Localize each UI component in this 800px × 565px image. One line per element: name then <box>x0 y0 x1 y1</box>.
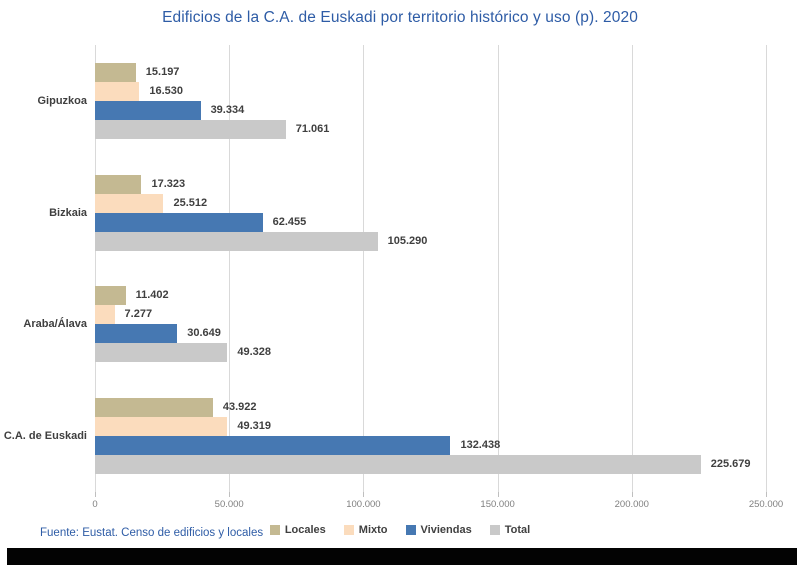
bar-group-3: 43.922 49.319 132.438 225.679 <box>95 398 766 474</box>
bar-viviendas-3 <box>95 436 451 455</box>
gridline <box>95 45 96 492</box>
bar-viviendas-0 <box>95 101 201 120</box>
category-label-3: C.A. de Euskadi <box>3 430 87 442</box>
bar-total-1 <box>95 232 378 251</box>
x-axis-tick <box>229 492 231 497</box>
bar-line: 49.319 <box>95 417 766 436</box>
value-label: 39.334 <box>210 104 245 116</box>
bar-line: 225.679 <box>95 455 766 474</box>
bar-line: 15.197 <box>95 63 766 82</box>
bottom-accent-bar <box>7 548 797 565</box>
legend: Locales Mixto Viviendas Total <box>0 524 800 536</box>
value-label: 16.530 <box>149 85 184 97</box>
legend-swatch-total <box>489 525 500 535</box>
bar-line: 25.512 <box>95 194 766 213</box>
gridline <box>631 45 633 492</box>
gridline <box>766 45 767 492</box>
bar-group-0: 15.197 16.530 39.334 71.061 <box>95 63 766 139</box>
x-axis-tick <box>95 492 96 497</box>
bar-line: 7.277 <box>95 305 766 324</box>
value-label: 62.455 <box>272 216 307 228</box>
value-label: 49.319 <box>237 420 272 432</box>
value-label: 17.323 <box>151 178 186 190</box>
bar-total-2 <box>95 343 228 362</box>
bar-line: 49.328 <box>95 343 766 362</box>
bar-line: 16.530 <box>95 82 766 101</box>
gridline <box>229 45 231 492</box>
value-label: 49.328 <box>237 346 272 358</box>
category-label-1: Bizkaia <box>49 207 87 219</box>
bar-line: 17.323 <box>95 175 766 194</box>
bar-mixto-1 <box>95 194 164 213</box>
gridline <box>363 45 365 492</box>
bar-line: 132.438 <box>95 436 766 455</box>
value-label: 105.290 <box>387 235 428 247</box>
legend-label: Viviendas <box>420 524 472 536</box>
legend-swatch-viviendas <box>405 525 416 535</box>
bar-locales-2 <box>95 286 126 305</box>
legend-item-viviendas: Viviendas <box>405 524 472 536</box>
legend-label: Total <box>504 524 531 536</box>
bar-locales-3 <box>95 398 213 417</box>
chart-title: Edificios de la C.A. de Euskadi por terr… <box>162 9 638 26</box>
bar-locales-1 <box>95 175 142 194</box>
value-label: 15.197 <box>145 66 180 78</box>
legend-item-total: Total <box>489 524 531 536</box>
bar-line: 71.061 <box>95 120 766 139</box>
legend-label: Locales <box>284 524 326 536</box>
bar-group-1: 17.323 25.512 62.455 105.290 <box>95 175 766 251</box>
bar-line: 62.455 <box>95 213 766 232</box>
x-axis-tick <box>363 492 365 497</box>
legend-item-locales: Locales <box>269 524 326 536</box>
value-label: 71.061 <box>295 123 330 135</box>
bar-line: 30.649 <box>95 324 766 343</box>
bar-line: 11.402 <box>95 286 766 305</box>
bar-viviendas-1 <box>95 213 263 232</box>
legend-item-mixto: Mixto <box>343 524 388 536</box>
value-label: 225.679 <box>710 458 751 470</box>
value-label: 43.922 <box>222 401 257 413</box>
legend-swatch-mixto <box>343 525 354 535</box>
bar-line: 105.290 <box>95 232 766 251</box>
bar-mixto-2 <box>95 305 115 324</box>
value-label: 7.277 <box>124 308 153 320</box>
bar-locales-0 <box>95 63 136 82</box>
value-label: 30.649 <box>187 327 221 339</box>
bar-line: 39.334 <box>95 101 766 120</box>
bar-total-0 <box>95 120 286 139</box>
bar-viviendas-2 <box>95 324 178 343</box>
gridline <box>497 45 499 492</box>
value-label: 11.402 <box>135 289 169 301</box>
x-tick-label: 50.000 <box>214 499 244 510</box>
legend-swatch-locales <box>269 525 280 535</box>
category-label-2: Araba/Álava <box>23 318 87 330</box>
bar-total-3 <box>95 455 701 474</box>
bar-mixto-3 <box>95 417 228 436</box>
value-label: 25.512 <box>173 197 208 209</box>
x-tick-label: 100.000 <box>346 499 381 510</box>
bar-line: 43.922 <box>95 398 766 417</box>
plot-area: 15.197 16.530 39.334 71.061 17.323 25.512 62.4… <box>95 45 767 497</box>
x-tick-label: 0 <box>92 499 98 510</box>
value-label: 132.438 <box>460 439 501 451</box>
legend-label: Mixto <box>358 524 388 536</box>
bar-mixto-0 <box>95 82 140 101</box>
x-tick-label: 250.000 <box>748 499 784 510</box>
bar-group-2: 11.402 7.277 30.649 49.328 <box>95 286 766 362</box>
x-tick-label: 200.000 <box>614 499 649 510</box>
x-axis-tick <box>631 492 633 497</box>
source-note: Fuente: Eustat. Censo de edificios y loc… <box>40 527 264 539</box>
x-tick-label: 150.000 <box>480 499 515 510</box>
x-axis-tick <box>497 492 499 497</box>
x-axis-tick <box>766 492 767 497</box>
category-label-0: Gipuzkoa <box>37 95 87 107</box>
